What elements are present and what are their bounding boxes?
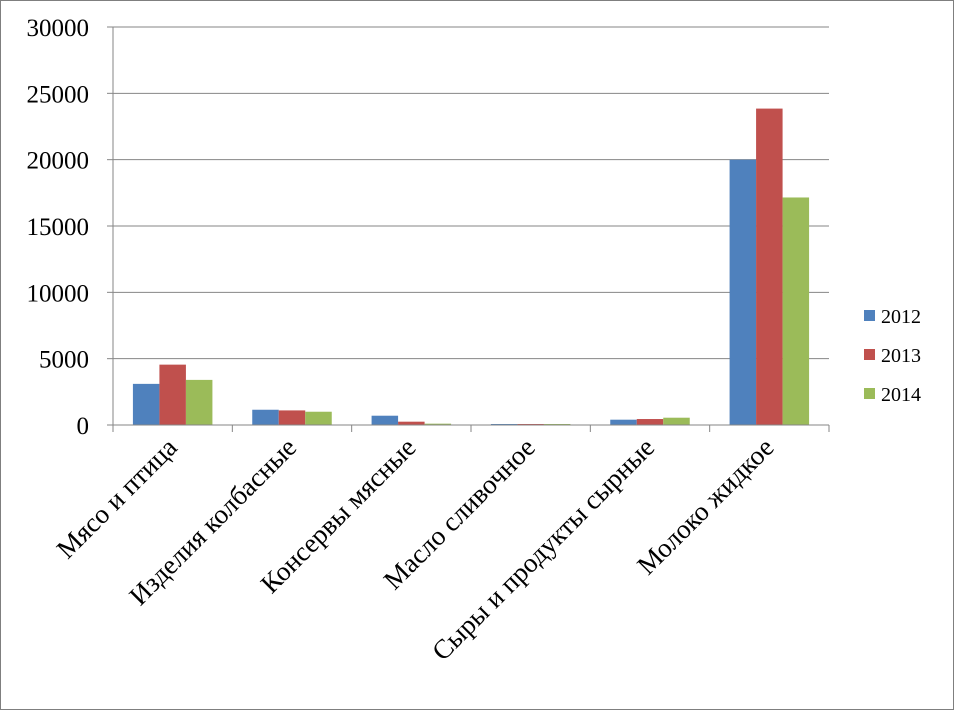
legend-label: 2014	[881, 384, 921, 406]
y-tick-label: 25000	[27, 81, 90, 108]
bar-2013	[278, 410, 306, 425]
axes	[112, 27, 830, 432]
y-tick-label: 0	[77, 413, 90, 440]
bar-2013	[756, 108, 783, 425]
legend-swatch	[864, 388, 875, 399]
bar-2012	[132, 383, 160, 425]
y-tick-label: 15000	[27, 214, 90, 241]
bar-2014	[663, 417, 690, 425]
legend-swatch	[864, 310, 875, 321]
y-tick-label: 5000	[39, 347, 89, 374]
bar-2014	[305, 411, 332, 425]
bar-2013	[159, 364, 186, 425]
y-tick-label: 10000	[27, 280, 90, 307]
y-tick-label: 30000	[27, 15, 90, 42]
x-category-label: Мясо и птица	[51, 432, 183, 564]
legend-label: 2012	[881, 306, 921, 328]
y-axis-tick-labels: 0 5000 10000 15000 20000 25000 30000	[27, 15, 90, 440]
bar-2013	[398, 421, 425, 425]
y-tick-label: 20000	[27, 148, 90, 175]
bar-2012	[371, 415, 399, 425]
bar-2014	[424, 423, 452, 425]
legend: 2012 2013 2014	[864, 306, 921, 406]
x-category-label: Сыры и продукты сырные	[426, 432, 660, 666]
bar-2012	[252, 409, 279, 425]
legend-label: 2013	[881, 345, 921, 367]
bar-2012	[610, 419, 637, 425]
bar-2014	[185, 379, 213, 425]
bars	[132, 108, 810, 425]
gridlines	[107, 26, 829, 426]
bar-2013	[636, 419, 664, 425]
bar-2012	[729, 159, 757, 425]
bar-2014	[782, 197, 810, 425]
legend-swatch	[864, 349, 875, 360]
